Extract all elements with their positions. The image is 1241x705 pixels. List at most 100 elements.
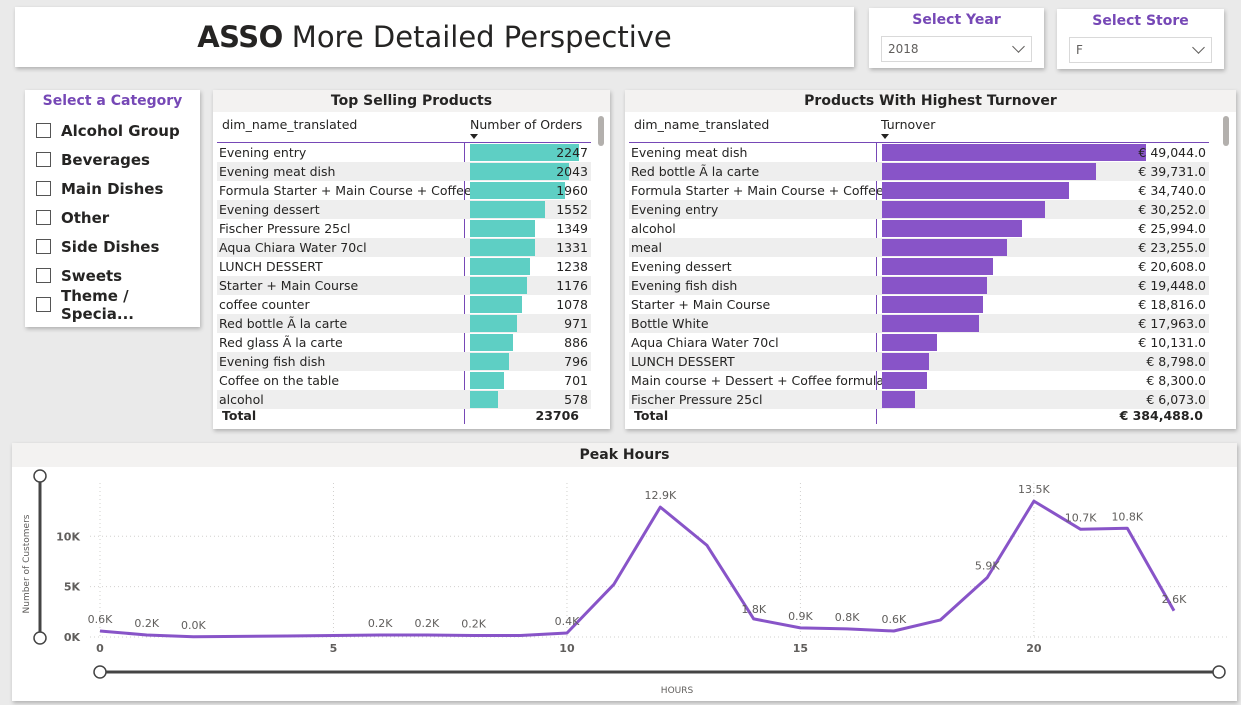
top-selling-title: Top Selling Products — [213, 90, 610, 112]
table-row[interactable]: Bottle White € 17,963.0 — [629, 314, 1209, 333]
category-option[interactable]: Beverages — [36, 145, 200, 174]
checkbox[interactable] — [36, 239, 51, 254]
row-value: 578 — [564, 392, 588, 407]
row-value: 1349 — [556, 221, 588, 236]
row-data-bar — [470, 353, 509, 370]
category-option[interactable]: Alcohol Group — [36, 116, 200, 145]
category-option-label: Side Dishes — [61, 237, 160, 256]
data-label: 0.8K — [835, 611, 860, 624]
data-label: 1.8K — [741, 603, 766, 616]
year-dropdown[interactable]: 2018 — [881, 36, 1032, 62]
row-data-bar — [882, 391, 915, 408]
table-row[interactable]: Aqua Chiara Water 70cl € 10,131.0 — [629, 333, 1209, 352]
row-value: € 10,131.0 — [1138, 335, 1206, 350]
table-row[interactable]: Evening entry € 30,252.0 — [629, 200, 1209, 219]
row-name: Evening meat dish — [219, 164, 336, 179]
table-row[interactable]: Main course + Dessert + Coffee formula € … — [629, 371, 1209, 390]
x-tick-label: 0 — [96, 642, 104, 655]
row-data-bar — [882, 182, 1069, 199]
row-data-bar — [470, 258, 531, 275]
checkbox[interactable] — [36, 152, 51, 167]
turnover-total-label: Total — [634, 408, 669, 423]
year-slicer: Select Year 2018 — [869, 8, 1044, 68]
chevron-down-icon — [1012, 40, 1025, 53]
row-data-bar — [882, 334, 937, 351]
data-label: 10.7K — [1065, 511, 1097, 524]
table-row[interactable]: Formula Starter + Main Course + Coffee 19… — [217, 181, 591, 200]
sort-desc-icon — [470, 134, 478, 139]
turnover-col-name[interactable]: dim_name_translated — [634, 117, 770, 132]
table-row[interactable]: Evening meat dish € 49,044.0 — [629, 143, 1209, 162]
row-data-bar — [470, 182, 566, 199]
store-dropdown[interactable]: F — [1069, 37, 1212, 63]
row-name: Starter + Main Course — [631, 297, 771, 312]
top-selling-col-name[interactable]: dim_name_translated — [222, 117, 358, 132]
row-name: Evening entry — [219, 145, 307, 160]
table-row[interactable]: Red bottle Ã la carte € 39,731.0 — [629, 162, 1209, 181]
row-value: 1331 — [556, 240, 588, 255]
table-row[interactable]: meal € 23,255.0 — [629, 238, 1209, 257]
table-row[interactable]: Evening fish dish 796 — [217, 352, 591, 371]
row-value: 971 — [564, 316, 588, 331]
row-value: € 8,798.0 — [1146, 354, 1206, 369]
row-data-bar — [470, 277, 528, 294]
table-row[interactable]: Starter + Main Course € 18,816.0 — [629, 295, 1209, 314]
row-value: € 30,252.0 — [1138, 202, 1206, 217]
checkbox[interactable] — [36, 210, 51, 225]
table-row[interactable]: LUNCH DESSERT € 8,798.0 — [629, 352, 1209, 371]
table-row[interactable]: LUNCH DESSERT 1238 — [217, 257, 591, 276]
row-data-bar — [882, 353, 930, 370]
y-zoom-handle-top — [33, 469, 47, 483]
table-row[interactable]: Fischer Pressure 25cl 1349 — [217, 219, 591, 238]
data-label: 0.9K — [788, 610, 813, 623]
category-slicer-label: Select a Category — [42, 93, 183, 109]
table-row[interactable]: Formula Starter + Main Course + Coffee € … — [629, 181, 1209, 200]
top-selling-col-value[interactable]: Number of Orders — [470, 117, 583, 132]
turnover-col-value[interactable]: Turnover — [881, 117, 936, 132]
table-row[interactable]: Evening dessert 1552 — [217, 200, 591, 219]
row-name: Aqua Chiara Water 70cl — [631, 335, 779, 350]
table-row[interactable]: Fischer Pressure 25cl € 6,073.0 — [629, 390, 1209, 409]
table-row[interactable]: coffee counter 1078 — [217, 295, 591, 314]
table-row[interactable]: Evening entry 2247 — [217, 143, 591, 162]
table-row[interactable]: alcohol € 25,994.0 — [629, 219, 1209, 238]
category-option-label: Main Dishes — [61, 179, 164, 198]
table-row[interactable]: alcohol 578 — [217, 390, 591, 409]
scrollbar-thumb[interactable] — [1223, 116, 1229, 146]
table-row[interactable]: Aqua Chiara Water 70cl 1331 — [217, 238, 591, 257]
row-data-bar — [882, 315, 979, 332]
scrollbar-thumb[interactable] — [598, 116, 604, 146]
year-slicer-label: Select Year — [912, 12, 1001, 28]
chart-title: Peak Hours — [12, 443, 1237, 467]
row-name: Red bottle Ã la carte — [631, 164, 760, 179]
row-data-bar — [882, 163, 1096, 180]
row-data-bar — [470, 372, 504, 389]
table-row[interactable]: Red glass Ã la carte 886 — [217, 333, 591, 352]
checkbox[interactable] — [36, 268, 51, 283]
category-option[interactable]: Main Dishes — [36, 174, 200, 203]
row-name: Bottle White — [631, 316, 709, 331]
category-option[interactable]: Theme / Specia... — [36, 287, 200, 323]
data-label: 0.2K — [368, 617, 393, 630]
table-row[interactable]: Starter + Main Course 1176 — [217, 276, 591, 295]
category-option[interactable]: Other — [36, 203, 200, 232]
category-option[interactable]: Side Dishes — [36, 232, 200, 261]
row-name: LUNCH DESSERT — [219, 259, 323, 274]
checkbox[interactable] — [36, 123, 51, 138]
checkbox[interactable] — [36, 181, 51, 196]
table-row[interactable]: Evening dessert € 20,608.0 — [629, 257, 1209, 276]
row-name: alcohol — [219, 392, 264, 407]
table-row[interactable]: Evening meat dish 2043 — [217, 162, 591, 181]
checkbox[interactable] — [36, 297, 51, 312]
row-data-bar — [882, 201, 1045, 218]
row-value: 1238 — [556, 259, 588, 274]
table-row[interactable]: Evening fish dish € 19,448.0 — [629, 276, 1209, 295]
store-dropdown-value: F — [1076, 43, 1083, 57]
row-value: 1552 — [556, 202, 588, 217]
row-data-bar — [882, 239, 1008, 256]
category-option[interactable]: Sweets — [36, 261, 200, 290]
table-row[interactable]: Red bottle Ã la carte 971 — [217, 314, 591, 333]
header-divider — [629, 142, 1209, 143]
top-selling-total-value: 23706 — [535, 408, 580, 423]
table-row[interactable]: Coffee on the table 701 — [217, 371, 591, 390]
